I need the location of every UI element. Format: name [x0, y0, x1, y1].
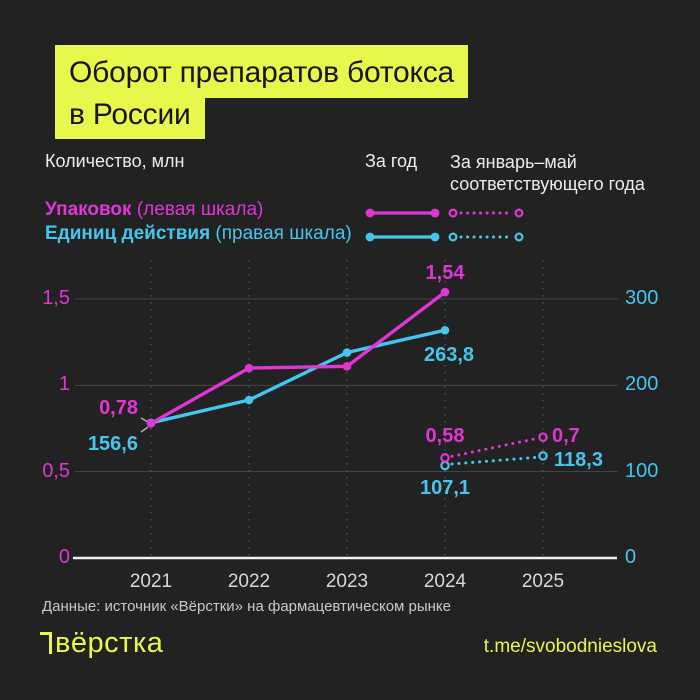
legend-units-scale-note: (правая шкала) [210, 223, 352, 244]
y-axis-right-tick: 100 [625, 459, 659, 482]
data-label-packs-2024: 1,54 [425, 262, 465, 284]
data-label-units-2021: 156,6 [87, 433, 138, 455]
data-point [440, 287, 450, 297]
legend-packs-scale-note: (левая шкала) [131, 199, 264, 220]
callout-tick [140, 426, 149, 433]
series-line-dotted [450, 455, 538, 466]
data-point [244, 363, 254, 373]
y-axis-left-tick: 0,5 [42, 459, 70, 482]
data-label-units-2024: 263,8 [423, 344, 475, 366]
x-axis-year-label: 2022 [227, 571, 271, 592]
data-point [146, 419, 156, 428]
data-point [244, 395, 254, 405]
data-point-open [538, 451, 548, 461]
data-label-packs-janmay-2024: 0,58 [425, 425, 465, 447]
legend-row-packs: Упаковок (левая шкала) [45, 199, 263, 221]
data-label-packs-janmay-2025: 0,7 [552, 425, 580, 447]
data-label-packs-2021: 0,78 [99, 397, 138, 419]
axis-units-note: Количество, млн [45, 151, 185, 171]
dotted-line-marker-icon [448, 208, 524, 218]
data-source-note: Данные: источник «Вёрстки» на фармацевти… [42, 598, 451, 615]
verstka-logo: вёрстка [40, 627, 163, 660]
title-line-2: в России [55, 98, 205, 139]
legend-packs-label: Упаковок [45, 199, 132, 220]
legend-units-label: Единиц действия [45, 223, 211, 244]
telegram-link[interactable]: t.me/svobodnieslova [483, 636, 657, 657]
logo-text: вёрстка [55, 627, 164, 659]
series-line-solid [150, 290, 447, 425]
y-axis-left-tick: 0 [58, 546, 70, 568]
y-axis-left-tick: 1 [58, 373, 70, 396]
data-point [342, 348, 352, 357]
solid-line-marker-icon [365, 232, 440, 242]
data-point-open [440, 460, 450, 471]
y-axis-left-tick: 1,5 [42, 287, 70, 309]
x-axis-year-label: 2025 [521, 571, 565, 592]
data-label-units-janmay-2025: 118,3 [554, 449, 603, 471]
series-line-dotted [450, 437, 538, 458]
page-title: Оборот препаратов ботокса в России [55, 45, 469, 139]
data-point-open [440, 453, 450, 463]
data-point [440, 325, 450, 335]
line-chart: 0,78 156,6 1,54 263,8 0,58 107,1 0,7 118… [0, 258, 700, 608]
y-axis-right-tick: 0 [625, 546, 637, 568]
data-point-open [538, 432, 548, 442]
legend-row-units: Единиц действия (правая шкала) [45, 223, 352, 245]
title-line-1: Оборот препаратов ботокса [55, 45, 469, 98]
plot-area [73, 260, 618, 560]
x-axis-year-label: 2023 [325, 571, 369, 592]
x-axis-year-label: 2021 [129, 571, 173, 592]
callout-tick [140, 417, 149, 423]
data-label-units-janmay-2024: 107,1 [419, 477, 471, 499]
solid-line-marker-icon [365, 208, 440, 218]
legend-column-jan-may: За январь–май соответствующего года [450, 152, 645, 194]
data-point [342, 362, 352, 371]
x-axis-year-label: 2024 [423, 571, 467, 592]
logo-mark-icon [40, 632, 52, 654]
y-axis-right-tick: 300 [625, 287, 659, 309]
dotted-line-marker-icon [448, 232, 524, 242]
series-line-solid [150, 328, 446, 425]
legend-column-year: За год [365, 151, 418, 171]
y-axis-right-tick: 200 [625, 373, 659, 396]
